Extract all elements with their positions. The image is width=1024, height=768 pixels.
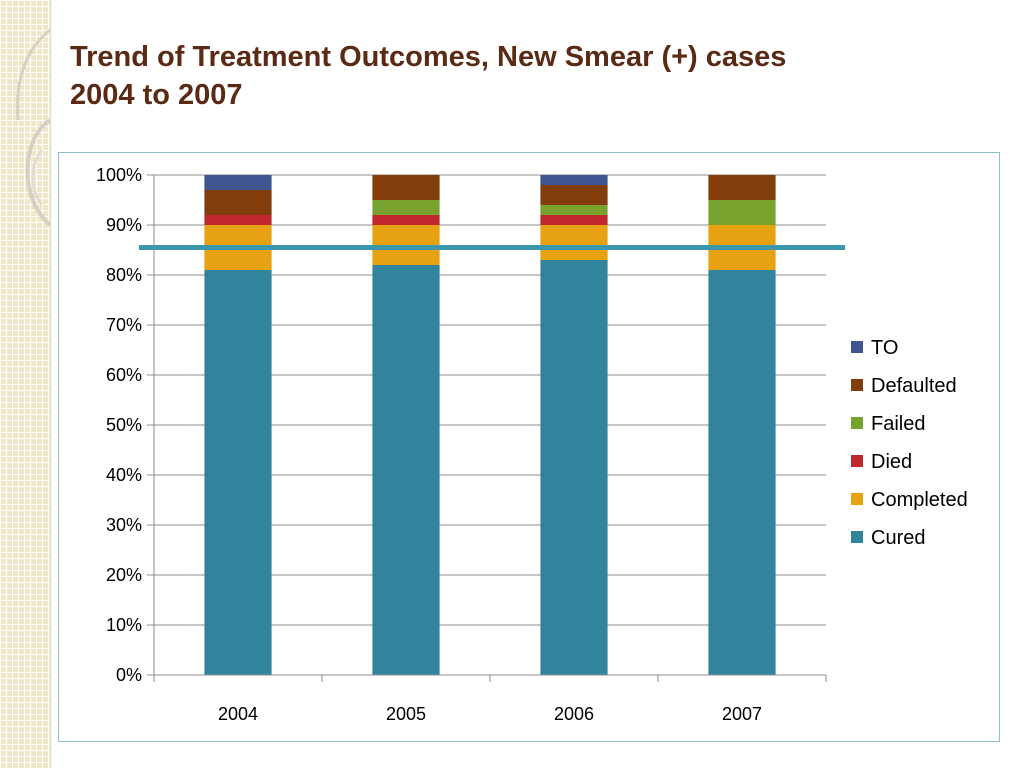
- legend-swatch-to: [851, 341, 863, 353]
- legend-swatch-died: [851, 455, 863, 467]
- legend-label-to: TO: [871, 337, 898, 359]
- legend-label-cured: Cured: [871, 527, 925, 549]
- axis-layer: 0% 10% 20% 30% 40% 50% 60% 70% 80% 90% 100% 2004 200…: [96, 165, 827, 724]
- bar-died-2006: [540, 215, 608, 225]
- legend: TO Defaulted Failed Died Completed Cured: [851, 337, 968, 549]
- y-tick-label: 50%: [106, 415, 142, 435]
- y-tick-label: 60%: [106, 365, 142, 385]
- bar-cured-2005: [372, 265, 440, 675]
- bar-defaulted-2007: [708, 175, 776, 200]
- bar-defaulted-2004: [204, 190, 272, 215]
- legend-swatch-defaulted: [851, 379, 863, 391]
- y-tick-label: 30%: [106, 515, 142, 535]
- y-tick-label: 10%: [106, 615, 142, 635]
- x-tick-label: 2005: [386, 704, 426, 724]
- legend-label-died: Died: [871, 451, 912, 473]
- bar-failed-2006: [540, 205, 608, 215]
- bar-failed-2007: [708, 200, 776, 225]
- x-tick-label: 2004: [218, 704, 258, 724]
- legend-label-completed: Completed: [871, 489, 968, 511]
- bars-layer: [204, 175, 776, 675]
- stacked-bar-chart: 0% 10% 20% 30% 40% 50% 60% 70% 80% 90% 100% 2004 200…: [96, 165, 968, 724]
- y-tick-label: 100%: [96, 165, 142, 185]
- y-tick-label: 80%: [106, 265, 142, 285]
- legend-label-defaulted: Defaulted: [871, 375, 957, 397]
- bar-completed-2006: [540, 225, 608, 260]
- bar-defaulted-2006: [540, 185, 608, 205]
- bar-died-2004: [204, 215, 272, 225]
- bar-cured-2006: [540, 260, 608, 675]
- x-tick-label: 2006: [554, 704, 594, 724]
- y-tick-label: 70%: [106, 315, 142, 335]
- y-tick-label: 20%: [106, 565, 142, 585]
- legend-swatch-completed: [851, 493, 863, 505]
- legend-swatch-cured: [851, 531, 863, 543]
- decorative-arcs: [16, 28, 52, 227]
- bar-defaulted-2005: [372, 175, 440, 200]
- y-tick-label: 90%: [106, 215, 142, 235]
- slide-title: Trend of Treatment Outcomes, New Smear (…: [70, 38, 990, 114]
- bar-to-2006: [540, 175, 608, 185]
- bar-failed-2005: [372, 200, 440, 215]
- y-tick-label: 0%: [116, 665, 142, 685]
- slide-title-line2: 2004 to 2007: [70, 79, 243, 111]
- bar-to-2004: [204, 175, 272, 190]
- chart-frame: 0% 10% 20% 30% 40% 50% 60% 70% 80% 90% 100% 2004 200…: [58, 152, 1000, 742]
- slide-title-line1: Trend of Treatment Outcomes, New Smear (…: [70, 41, 787, 73]
- legend-swatch-failed: [851, 417, 863, 429]
- x-tick-label: 2007: [722, 704, 762, 724]
- y-tick-label: 40%: [106, 465, 142, 485]
- legend-label-failed: Failed: [871, 413, 925, 435]
- bar-cured-2007: [708, 270, 776, 675]
- bar-died-2005: [372, 215, 440, 225]
- bar-cured-2004: [204, 270, 272, 675]
